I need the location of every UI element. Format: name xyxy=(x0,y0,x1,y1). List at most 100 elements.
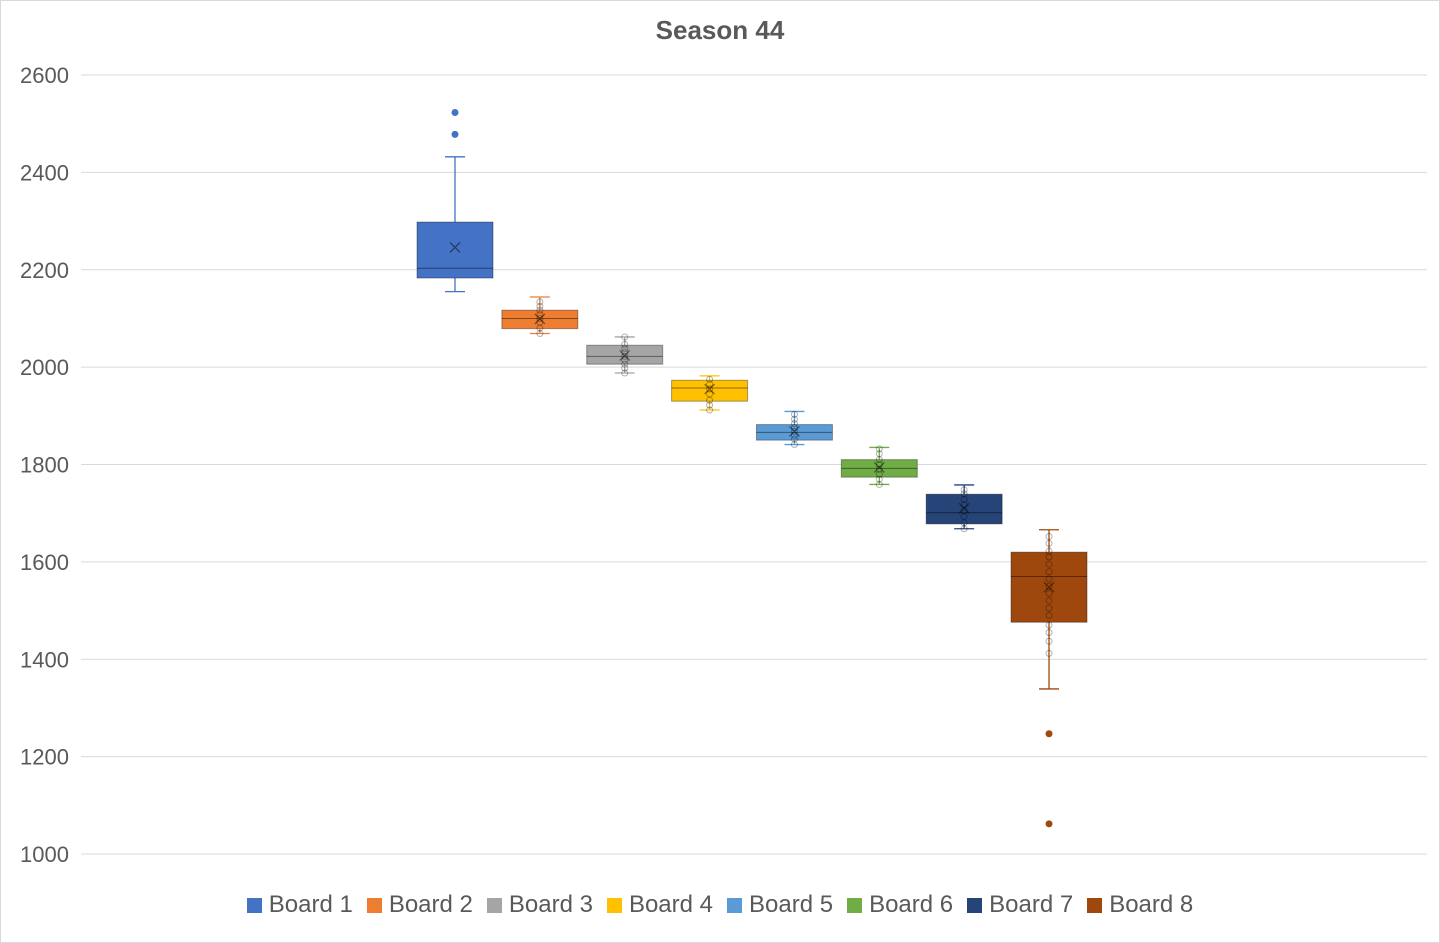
data-point xyxy=(875,470,883,478)
outlier-point xyxy=(1045,820,1053,828)
legend-item-board-1: Board 1 xyxy=(246,891,353,919)
mean-marker xyxy=(619,349,631,361)
data-point xyxy=(960,507,968,515)
y-axis: 1000 1200 1400 1600 1800 2000 2200 2400 2600 xyxy=(20,63,69,867)
y-tick-label: 2600 xyxy=(20,63,69,88)
legend: Board 1 Board 2 Board 3 Board 4 Board 5 Board… xyxy=(1,891,1439,919)
data-point xyxy=(790,423,798,431)
box-plot-3 xyxy=(586,333,664,377)
data-point xyxy=(960,519,968,527)
box xyxy=(925,493,1003,525)
data-point xyxy=(875,450,883,458)
box-plot-1 xyxy=(416,108,494,293)
data-point xyxy=(960,490,968,498)
data-point xyxy=(1045,553,1053,561)
data-point xyxy=(621,340,629,348)
data-point xyxy=(1045,575,1053,583)
data-point xyxy=(536,324,544,332)
data-point xyxy=(621,333,629,341)
data-point xyxy=(1045,547,1053,555)
data-point xyxy=(621,364,629,372)
data-point xyxy=(706,396,714,404)
data-point xyxy=(706,401,714,409)
legend-item-board-7: Board 7 xyxy=(967,891,1073,919)
data-point xyxy=(536,311,544,319)
data-point xyxy=(1045,590,1053,598)
mean-marker xyxy=(788,425,800,437)
box-plot-4 xyxy=(671,375,749,414)
data-point xyxy=(875,445,883,453)
legend-item-board-4: Board 4 xyxy=(606,891,713,919)
data-point xyxy=(621,349,629,357)
legend-swatch xyxy=(1087,897,1103,913)
data-point xyxy=(706,406,714,414)
y-tick-label: 1600 xyxy=(20,550,69,575)
y-tick-label: 2200 xyxy=(20,258,69,283)
data-point xyxy=(1045,621,1053,629)
box-plots xyxy=(416,108,1088,828)
legend-label: Board 8 xyxy=(1109,891,1194,918)
data-point xyxy=(1045,539,1053,547)
box xyxy=(586,344,664,365)
y-tick-label: 1400 xyxy=(20,647,69,672)
legend-swatch xyxy=(246,897,262,913)
data-point xyxy=(875,465,883,473)
y-tick-label: 1000 xyxy=(20,842,69,867)
box xyxy=(840,459,918,478)
legend-item-board-2: Board 2 xyxy=(366,891,473,919)
box xyxy=(501,309,579,330)
data-point xyxy=(790,415,798,423)
data-point xyxy=(1045,582,1053,590)
data-point xyxy=(621,369,629,377)
data-point xyxy=(790,410,798,418)
legend-item-board-8: Board 8 xyxy=(1087,891,1193,919)
data-point xyxy=(960,525,968,533)
data-point xyxy=(875,456,883,464)
legend-swatch xyxy=(967,897,983,913)
box-plot-7 xyxy=(925,484,1003,533)
data-point xyxy=(621,352,629,360)
box xyxy=(671,379,749,402)
outlier-point xyxy=(451,130,459,138)
data-point xyxy=(960,486,968,494)
data-point xyxy=(875,475,883,483)
mean-marker xyxy=(958,502,970,514)
data-point xyxy=(1045,604,1053,612)
data-point xyxy=(536,302,544,310)
data-point xyxy=(1045,597,1053,605)
data-point xyxy=(536,314,544,322)
box-plot-2 xyxy=(501,296,579,338)
data-point xyxy=(790,431,798,439)
y-tick-label: 1200 xyxy=(20,745,69,770)
outlier-point xyxy=(451,108,459,116)
legend-swatch xyxy=(486,897,502,913)
legend-item-board-5: Board 5 xyxy=(727,891,833,919)
data-point xyxy=(1045,628,1053,636)
data-point xyxy=(536,318,544,326)
legend-label: Board 5 xyxy=(749,891,834,918)
mean-marker xyxy=(704,383,716,395)
data-point xyxy=(706,375,714,383)
data-point xyxy=(875,461,883,468)
chart-title: Season 44 xyxy=(655,15,785,45)
data-point xyxy=(790,420,798,428)
legend-label: Board 7 xyxy=(989,891,1074,918)
outlier-point xyxy=(1045,730,1053,738)
mean-marker xyxy=(449,241,461,253)
y-tick-label: 2400 xyxy=(20,160,69,185)
legend-swatch xyxy=(847,897,863,913)
data-point xyxy=(706,385,714,393)
legend-swatch xyxy=(366,897,382,913)
data-point xyxy=(536,298,544,306)
mean-marker xyxy=(1043,581,1055,593)
box-plot-6 xyxy=(840,445,918,488)
data-point xyxy=(1045,568,1053,576)
data-point xyxy=(706,380,714,388)
y-tick-label: 1800 xyxy=(20,453,69,478)
box-plot-5 xyxy=(755,410,833,449)
legend-label: Board 2 xyxy=(388,891,473,918)
data-point xyxy=(1045,637,1053,645)
gridlines xyxy=(81,74,1427,855)
legend-label: Board 3 xyxy=(508,891,593,918)
